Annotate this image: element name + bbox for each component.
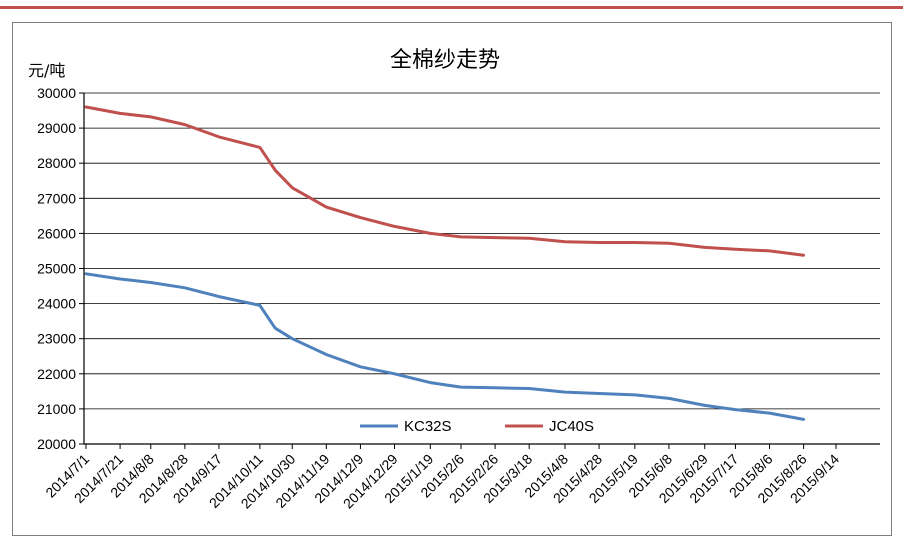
y-tick-label: 27000	[37, 190, 76, 206]
legend-label-kc32s: KC32S	[404, 418, 452, 435]
y-tick-label: 29000	[37, 120, 76, 136]
y-tick-label: 22000	[37, 366, 76, 382]
y-axis-ticks: 20000 21000 22000 23000 24000 25000 26000 27000…	[37, 85, 76, 452]
y-tick-label: 30000	[37, 85, 76, 101]
chart-border	[12, 22, 892, 536]
y-tick-label: 26000	[37, 225, 76, 241]
chart-title: 全棉纱走势	[390, 48, 500, 73]
legend: KC32S JC40S	[360, 418, 594, 435]
y-tick-label: 20000	[37, 436, 76, 452]
top-accent-rule	[0, 6, 903, 9]
y-tick-label: 25000	[37, 261, 76, 277]
y-axis-unit-label: 元/吨	[28, 61, 65, 80]
series-group	[84, 105, 806, 421]
x-axis-ticks: 2014/7/12014/7/212014/8/82014/8/282014/9…	[42, 444, 842, 512]
y-tick-label: 24000	[37, 296, 76, 312]
y-tick-label: 28000	[37, 155, 76, 171]
series-line-kc32s	[84, 272, 806, 421]
y-tick-label: 21000	[37, 401, 76, 417]
legend-label-jc40s: JC40S	[549, 418, 594, 435]
y-tick-label: 23000	[37, 331, 76, 347]
series-line-jc40s	[84, 105, 806, 257]
grid-lines	[79, 92, 880, 445]
